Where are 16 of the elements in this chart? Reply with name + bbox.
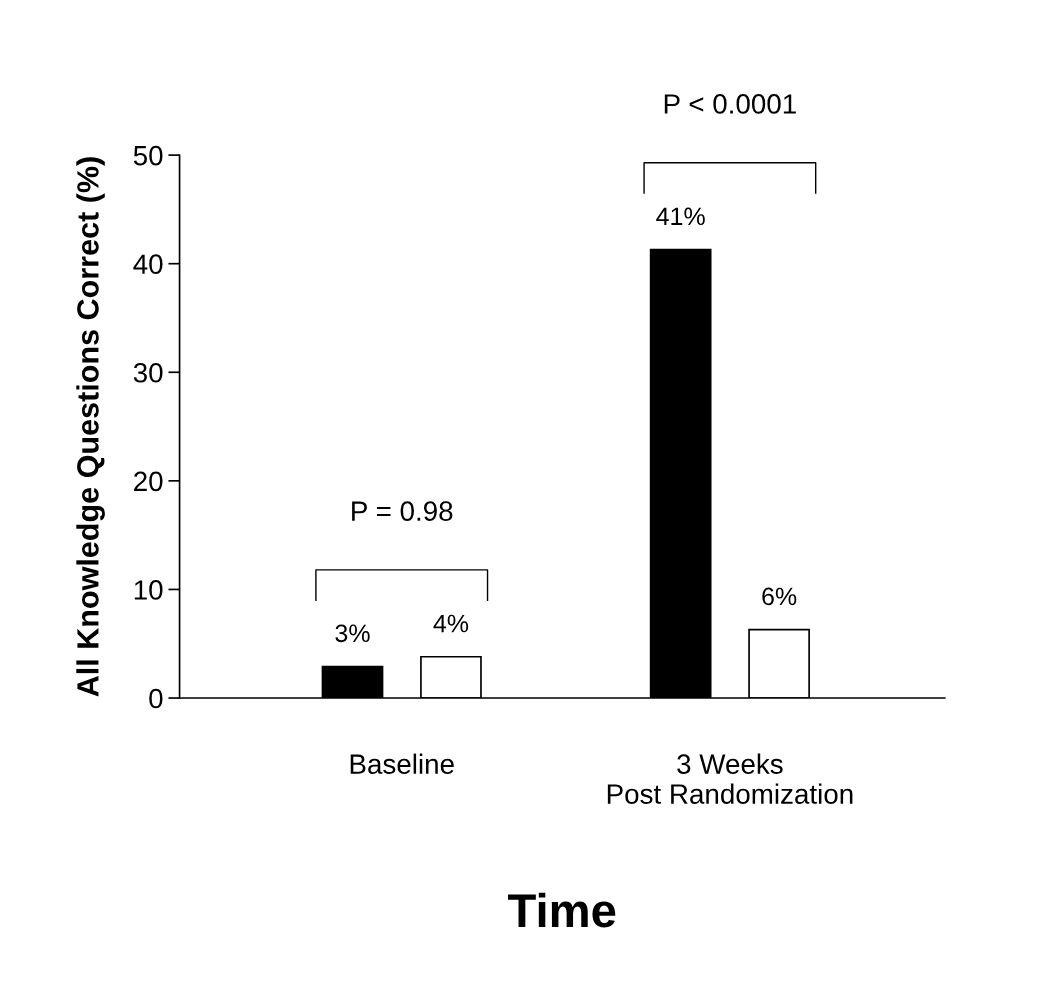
annotation: P = 0.98 [352,501,453,521]
y-tick-label: 40 [133,254,163,275]
y-tick-label: 50 [133,145,163,166]
y-tick-label: 20 [134,471,163,492]
x-axis-title: Time [508,892,616,928]
data-label: 4% [433,614,469,633]
y-tick-label: 0 [149,688,163,709]
x-tick-label: Baseline [350,753,454,774]
y-tick-label: 10 [134,580,163,600]
x-tick-label: 3 Weeks Post Randomization [607,753,853,804]
data-label: 41% [656,207,705,226]
data-label: 3% [335,624,370,643]
y-axis-title: All Knowledge Questions Correct (%) [76,157,105,697]
data-label: 6% [762,587,797,606]
y-tick-label: 30 [133,362,163,383]
text: P < 0.0001 [664,94,796,114]
